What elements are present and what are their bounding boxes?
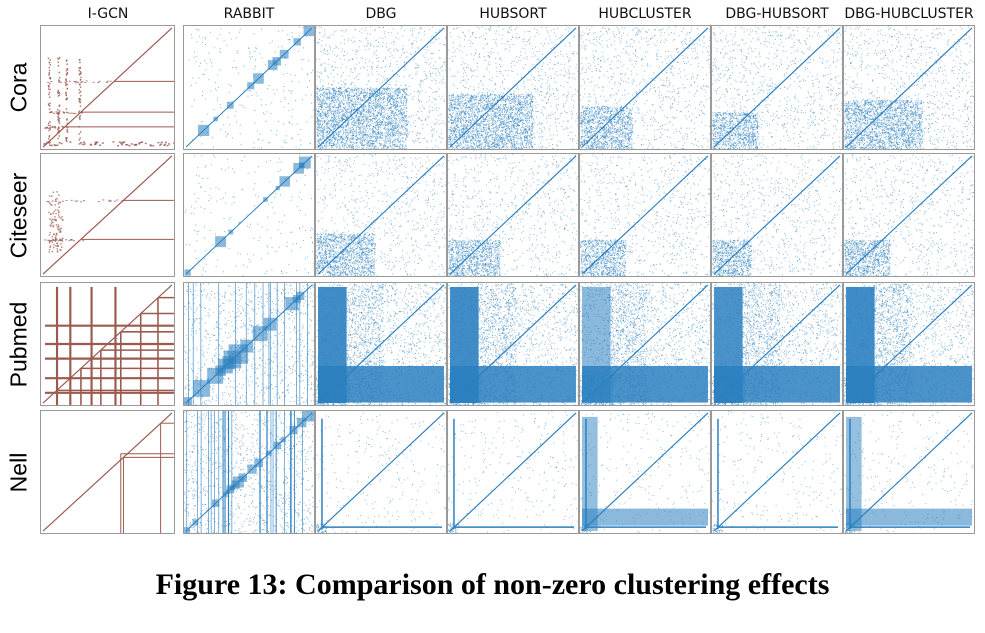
heatmap-citeseer-hubsort bbox=[447, 153, 579, 277]
sparsity-pattern bbox=[184, 283, 314, 405]
sparsity-pattern bbox=[42, 412, 174, 533]
heatmap-pubmed-hubcluster bbox=[579, 282, 711, 406]
column-header-dbg-hubsort: DBG-HUBSORT bbox=[705, 6, 849, 24]
sparsity-pattern bbox=[184, 411, 314, 533]
sparsity-pattern bbox=[712, 26, 842, 149]
sparsity-pattern bbox=[580, 26, 710, 149]
row-label-text: Cora bbox=[6, 63, 33, 113]
sparsity-pattern bbox=[580, 411, 710, 533]
heatmap-citeseer-dbg-hubcluster bbox=[843, 153, 975, 277]
heatmap-nell-dbg bbox=[315, 410, 447, 534]
heatmap-cora-hubcluster bbox=[579, 25, 711, 150]
column-header-i-gcn: I-GCN bbox=[36, 6, 180, 24]
heatmap-pubmed-i-gcn bbox=[40, 282, 175, 406]
sparsity-pattern bbox=[448, 411, 578, 533]
sparsity-pattern bbox=[844, 283, 974, 405]
heatmap-nell-rabbit bbox=[183, 410, 315, 534]
sparsity-pattern bbox=[844, 154, 974, 276]
row-label-text: Nell bbox=[6, 452, 33, 492]
heatmap-nell-dbg-hubcluster bbox=[843, 410, 975, 534]
sparsity-pattern bbox=[580, 154, 710, 276]
heatmap-citeseer-dbg-hubsort bbox=[711, 153, 843, 277]
row-label-text: Citeseer bbox=[6, 172, 33, 258]
column-header-dbg-hubcluster: DBG-HUBCLUSTER bbox=[837, 6, 981, 24]
row-label-pubmed: Pubmed bbox=[2, 282, 36, 406]
sparsity-pattern bbox=[448, 26, 578, 149]
heatmap-nell-hubcluster bbox=[579, 410, 711, 534]
sparsity-pattern bbox=[712, 283, 842, 405]
heatmap-citeseer-dbg bbox=[315, 153, 447, 277]
heatmap-pubmed-dbg-hubsort bbox=[711, 282, 843, 406]
column-header-dbg: DBG bbox=[309, 6, 453, 24]
row-label-cora: Cora bbox=[2, 25, 36, 150]
sparsity-pattern bbox=[712, 154, 842, 276]
heatmap-pubmed-dbg-hubcluster bbox=[843, 282, 975, 406]
heatmap-nell-hubsort bbox=[447, 410, 579, 534]
heatmap-cora-rabbit bbox=[183, 25, 315, 150]
heatmap-pubmed-dbg bbox=[315, 282, 447, 406]
heatmap-citeseer-i-gcn bbox=[40, 153, 175, 277]
heatmap-cora-hubsort bbox=[447, 25, 579, 150]
sparsity-pattern bbox=[42, 155, 174, 275]
column-header-rabbit: RABBIT bbox=[177, 6, 321, 24]
sparsity-pattern bbox=[316, 411, 446, 533]
sparsity-pattern bbox=[580, 283, 710, 405]
heatmap-citeseer-hubcluster bbox=[579, 153, 711, 277]
heatmap-pubmed-hubsort bbox=[447, 282, 579, 406]
heatmap-nell-i-gcn bbox=[40, 410, 175, 534]
sparsity-pattern bbox=[448, 154, 578, 276]
sparsity-pattern bbox=[184, 154, 314, 276]
row-label-citeseer: Citeseer bbox=[2, 153, 36, 277]
heatmap-cora-dbg-hubcluster bbox=[843, 25, 975, 150]
row-label-text: Pubmed bbox=[6, 301, 33, 387]
heatmap-citeseer-rabbit bbox=[183, 153, 315, 277]
sparsity-pattern bbox=[316, 283, 446, 405]
figure-caption: Figure 13: Comparison of non-zero cluste… bbox=[0, 568, 985, 602]
heatmap-cora-i-gcn bbox=[40, 25, 175, 150]
column-header-hubsort: HUBSORT bbox=[441, 6, 585, 24]
sparsity-pattern bbox=[844, 26, 974, 149]
sparsity-pattern bbox=[712, 411, 842, 533]
heatmap-pubmed-rabbit bbox=[183, 282, 315, 406]
heatmap-cora-dbg-hubsort bbox=[711, 25, 843, 150]
sparsity-pattern bbox=[185, 26, 314, 149]
sparsity-pattern bbox=[448, 283, 578, 405]
row-label-nell: Nell bbox=[2, 410, 36, 534]
sparsity-pattern bbox=[316, 26, 446, 149]
sparsity-pattern bbox=[42, 284, 174, 405]
sparsity-pattern bbox=[316, 154, 446, 276]
sparsity-pattern bbox=[42, 27, 174, 148]
column-header-hubcluster: HUBCLUSTER bbox=[573, 6, 717, 24]
heatmap-cora-dbg bbox=[315, 25, 447, 150]
sparsity-pattern bbox=[844, 412, 974, 533]
heatmap-nell-dbg-hubsort bbox=[711, 410, 843, 534]
